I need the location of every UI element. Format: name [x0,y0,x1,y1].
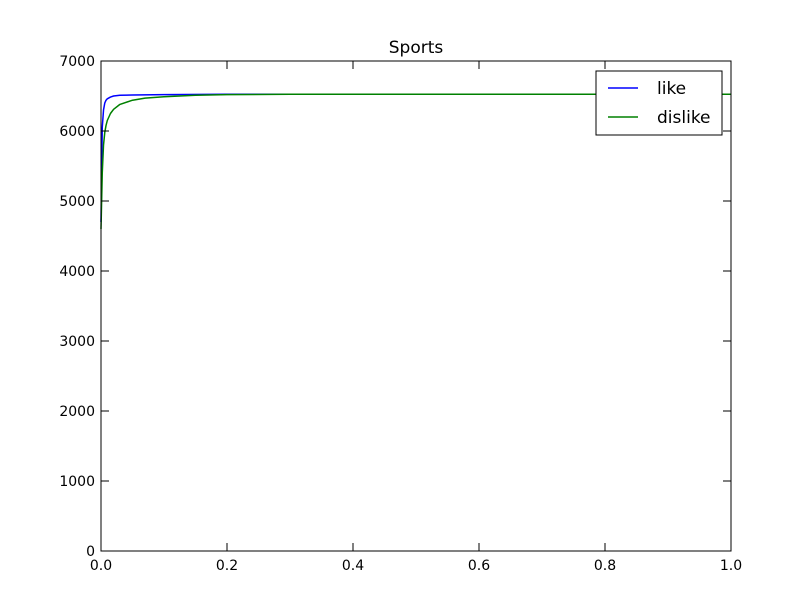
y-tick-label: 7000 [59,54,95,70]
y-tick-label: 4000 [59,264,95,280]
legend-box [595,70,723,136]
y-axis: 0 1000 2000 3000 4000 5000 6000 7000 [59,54,731,560]
y-tick-label: 3000 [59,334,95,350]
legend-label-like: like [657,79,686,99]
legend: like dislike [595,70,723,136]
y-tick-label: 2000 [59,404,95,420]
x-tick-label: 0.8 [594,558,616,574]
y-tick-label: 1000 [59,474,95,490]
y-tick-label: 6000 [59,124,95,140]
series-line-dislike [100,93,731,230]
legend-label-dislike: dislike [657,108,711,128]
x-tick-label: 0.6 [468,558,490,574]
y-tick-label: 5000 [59,194,95,210]
series-layer [100,93,731,230]
plot-area [101,61,731,551]
x-tick-label: 0.0 [90,558,112,574]
plot-frame [100,60,732,552]
x-axis: 0.0 0.2 0.4 0.6 0.8 1.0 [90,61,742,574]
x-tick-label: 1.0 [720,558,742,574]
x-tick-label: 0.2 [216,558,238,574]
x-tick-label: 0.4 [342,558,364,574]
y-tick-label: 0 [86,544,95,560]
chart-title: Sports [389,38,444,58]
